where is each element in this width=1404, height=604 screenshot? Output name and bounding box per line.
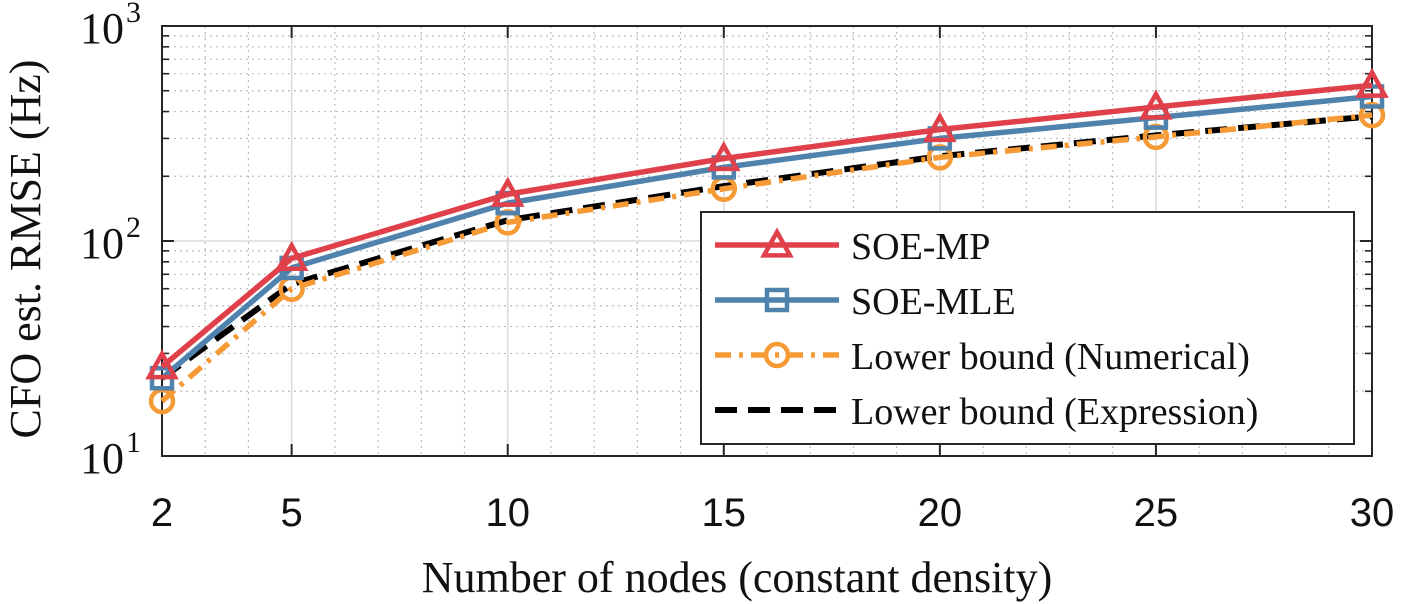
data-point-triangle [1355,67,1389,98]
series-layer [145,67,1389,415]
data-point-triangle [1139,89,1173,120]
y-axis-label: CFO est. RMSE (Hz) [1,60,50,439]
x-tick-label: 2 [151,491,173,535]
x-tick-label: 10 [485,491,530,535]
y-tick-label: 10 [80,219,124,268]
data-point-triangle [706,140,741,172]
data-point-triangle [923,111,957,143]
y-tick-label-exponent: 3 [126,0,141,29]
legend-box [700,211,1355,445]
data-point-triangle [274,240,309,272]
data-point-triangle [145,349,179,380]
x-tick-label: 30 [1350,491,1395,535]
y-tick-label-exponent: 1 [126,426,141,459]
y-tick-label: 10 [80,434,124,483]
series-soe-mp [145,67,1389,380]
legend: SOE-MP SOE-MLE Lower bound (Numerical) Lowe… [700,211,1355,445]
x-tick-label: 15 [702,491,747,535]
legend-label: Lower bound (Numerical) [851,336,1250,378]
x-tick-label: 20 [918,491,963,535]
legend-marker-triangle [760,227,794,258]
x-tick-label: 25 [1134,491,1179,535]
x-tick-label: 5 [281,491,303,535]
legend-marker-square [764,287,790,313]
data-point-circle [1358,101,1386,129]
legend-label: Lower bound (Expression) [851,391,1258,433]
y-tick-label-exponent: 2 [126,211,141,244]
y-tick-label: 10 [80,4,124,53]
legend-label: SOE-MLE [851,281,1016,323]
x-axis-label: Number of nodes (constant density) [422,553,1053,602]
legend-marker-circle [763,341,791,369]
x-tick-labels: 2 5 10 15 20 25 30 [151,491,1394,535]
legend-label: SOE-MP [851,226,990,268]
series-line [160,82,1373,369]
series-line [160,112,1373,404]
data-point-triangle [490,176,525,207]
